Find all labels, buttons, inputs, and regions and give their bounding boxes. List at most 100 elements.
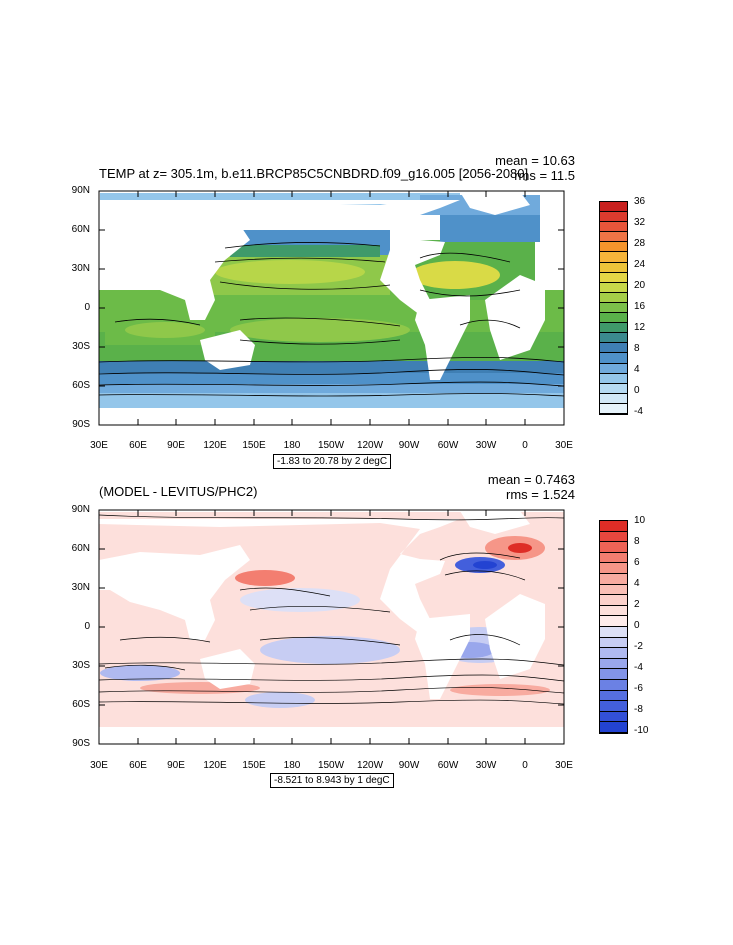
panel2-lon-label: 90W — [398, 760, 420, 771]
colorbar-label: 0 — [634, 620, 640, 631]
panel1-axis-ticks — [98, 190, 565, 426]
colorbar-segment — [600, 202, 627, 213]
panel1-colorbar-labels: 36 32 28 24 20 16 12 8 4 0 -4 — [634, 196, 664, 418]
colorbar-segment — [600, 521, 627, 532]
colorbar-segment — [600, 680, 627, 691]
colorbar-segment — [600, 563, 627, 574]
panel2-axis-ticks — [98, 509, 565, 744]
panel2-lat-label: 90N — [71, 504, 90, 515]
panel2-lat-label: 30N — [71, 582, 90, 593]
colorbar-label: 0 — [634, 385, 640, 396]
colorbar-label: -8 — [634, 704, 643, 715]
panel1-colorbar — [599, 201, 628, 415]
colorbar-segment — [600, 648, 627, 659]
colorbar-label: 4 — [634, 364, 640, 375]
panel1-lon-label: 60W — [437, 440, 459, 451]
colorbar-segment — [600, 403, 627, 414]
colorbar-label: 6 — [634, 557, 640, 568]
colorbar-segment — [600, 262, 627, 273]
colorbar-label: 12 — [634, 322, 646, 333]
panel1-lon-label: 90E — [167, 440, 185, 451]
panel1-lon-label: 180 — [283, 440, 301, 451]
colorbar-label: 20 — [634, 280, 646, 291]
panel2-lon-label: 150E — [242, 760, 266, 771]
colorbar-segment — [600, 627, 627, 638]
panel1-lon-label: 120W — [356, 440, 384, 451]
panel1-contour-range: -1.83 to 20.78 by 2 degC — [273, 454, 392, 469]
panel1-lat-label: 0 — [84, 302, 90, 313]
panel2-lon-label: 30E — [555, 760, 573, 771]
colorbar-segment — [600, 343, 627, 354]
colorbar-segment — [600, 574, 627, 585]
panel1-lon-label: 30E — [90, 440, 108, 451]
colorbar-label: 10 — [634, 515, 646, 526]
panel2-lat-label: 30S — [72, 660, 90, 671]
panel2-lon-label: 30W — [475, 760, 497, 771]
panel2-lon-label: 0 — [522, 760, 528, 771]
panel2-title: (MODEL - LEVITUS/PHC2) — [99, 484, 258, 499]
colorbar-segment — [600, 690, 627, 702]
panel2-mean: mean = 0.7463 — [487, 472, 575, 487]
colorbar-segment — [600, 542, 627, 553]
panel2-lon-label: 30E — [90, 760, 108, 771]
panel1-lon-label: 60E — [129, 440, 147, 451]
colorbar-segment — [600, 658, 627, 670]
panel1-lon-label: 150W — [317, 440, 345, 451]
colorbar-label: -2 — [634, 641, 643, 652]
panel1-lat-label: 60N — [71, 224, 90, 235]
panel1-title: TEMP at z= 305.1m, b.e11.BRCP85C5CNBDRD.… — [99, 166, 529, 181]
colorbar-segment — [600, 595, 627, 606]
panel2-lon-label: 60E — [129, 760, 147, 771]
colorbar-segment — [600, 302, 627, 314]
colorbar-label: 16 — [634, 301, 646, 312]
panel1-lat-label: 90N — [71, 185, 90, 196]
panel1-lat-label: 30N — [71, 263, 90, 274]
colorbar-segment — [600, 282, 627, 293]
colorbar-label: 36 — [634, 196, 646, 207]
panel1-lat-label: 90S — [72, 419, 90, 430]
colorbar-label: -10 — [634, 725, 649, 736]
colorbar-segment — [600, 313, 627, 324]
colorbar-segment — [600, 373, 627, 384]
colorbar-label: 8 — [634, 536, 640, 547]
panel2-lat-label: 60S — [72, 699, 90, 710]
panel1-lon-label: 90W — [398, 440, 420, 451]
panel1-lat-label: 30S — [72, 341, 90, 352]
panel1-lon-label: 150E — [242, 440, 266, 451]
panel1-lat-label: 60S — [72, 380, 90, 391]
colorbar-segment — [600, 323, 627, 334]
panel2-lon-label: 120E — [203, 760, 227, 771]
colorbar-segment — [600, 363, 627, 374]
panel2-lon-label: 180 — [283, 760, 301, 771]
colorbar-segment — [600, 393, 627, 404]
colorbar-segment — [600, 272, 627, 283]
panel2-lat-label: 0 — [84, 621, 90, 632]
panel2-colorbar-labels: 10 8 6 4 2 0 -2 -4 -6 -8 -10 — [634, 515, 664, 737]
panel2-contour-range: -8.521 to 8.943 by 1 degC — [270, 773, 394, 788]
colorbar-label: -6 — [634, 683, 643, 694]
panel1-lon-label: 30E — [555, 440, 573, 451]
colorbar-segment — [600, 333, 627, 344]
colorbar-segment — [600, 701, 627, 712]
panel2-rms: rms = 1.524 — [505, 487, 575, 502]
panel1-lon-label: 120E — [203, 440, 227, 451]
colorbar-segment — [600, 584, 627, 596]
colorbar-segment — [600, 616, 627, 627]
panel2-lat-label: 90S — [72, 738, 90, 749]
colorbar-segment — [600, 552, 627, 564]
panel2-lon-label: 90E — [167, 760, 185, 771]
colorbar-segment — [600, 711, 627, 723]
colorbar-segment — [600, 353, 627, 364]
colorbar-label: 28 — [634, 238, 646, 249]
colorbar-label: -4 — [634, 662, 643, 673]
panel1-mean: mean = 10.63 — [495, 153, 575, 168]
colorbar-label: 24 — [634, 259, 646, 270]
panel2-lon-label: 60W — [437, 760, 459, 771]
colorbar-segment — [600, 292, 627, 303]
colorbar-label: 32 — [634, 217, 646, 228]
colorbar-segment — [600, 383, 627, 394]
colorbar-segment — [600, 232, 627, 243]
panel2-colorbar — [599, 520, 628, 734]
